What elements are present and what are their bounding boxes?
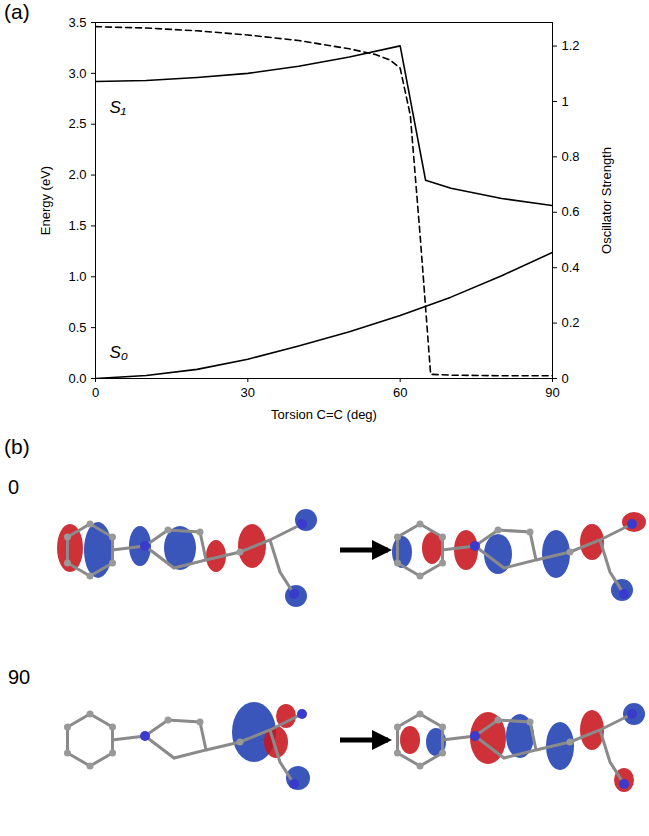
svg-text:S₀: S₀ — [110, 343, 129, 362]
svg-text:90: 90 — [545, 385, 559, 400]
svg-text:Energy (eV): Energy (eV) — [38, 166, 53, 235]
svg-text:0.5: 0.5 — [68, 320, 86, 335]
svg-text:Torsion C=C (deg): Torsion C=C (deg) — [271, 407, 377, 422]
svg-text:90: 90 — [8, 666, 30, 688]
html-text:(a): (a) — [4, 0, 30, 23]
svg-text:30: 30 — [241, 385, 255, 400]
svg-text:1.0: 1.0 — [68, 269, 86, 284]
svg-text:0: 0 — [92, 385, 99, 400]
svg-text:0.4: 0.4 — [562, 260, 580, 275]
svg-text:0.2: 0.2 — [562, 315, 580, 330]
svg-text:0: 0 — [562, 371, 569, 386]
svg-text:0: 0 — [8, 476, 19, 498]
svg-text:3.0: 3.0 — [68, 66, 86, 81]
svg-text:2.0: 2.0 — [68, 167, 86, 182]
svg-text:(b): (b) — [4, 435, 30, 458]
svg-text:3.5: 3.5 — [68, 15, 86, 30]
svg-text:0.6: 0.6 — [562, 204, 580, 219]
svg-text:S₁: S₁ — [110, 98, 127, 117]
svg-text:Oscillator Strength: Oscillator Strength — [599, 147, 614, 254]
svg-text:1: 1 — [562, 94, 569, 109]
svg-text:1.2: 1.2 — [562, 38, 580, 53]
svg-text:1.5: 1.5 — [68, 218, 86, 233]
svg-text:60: 60 — [393, 385, 407, 400]
svg-text:0.0: 0.0 — [68, 371, 86, 386]
svg-text:2.5: 2.5 — [68, 116, 86, 131]
svg-text:0.8: 0.8 — [562, 149, 580, 164]
